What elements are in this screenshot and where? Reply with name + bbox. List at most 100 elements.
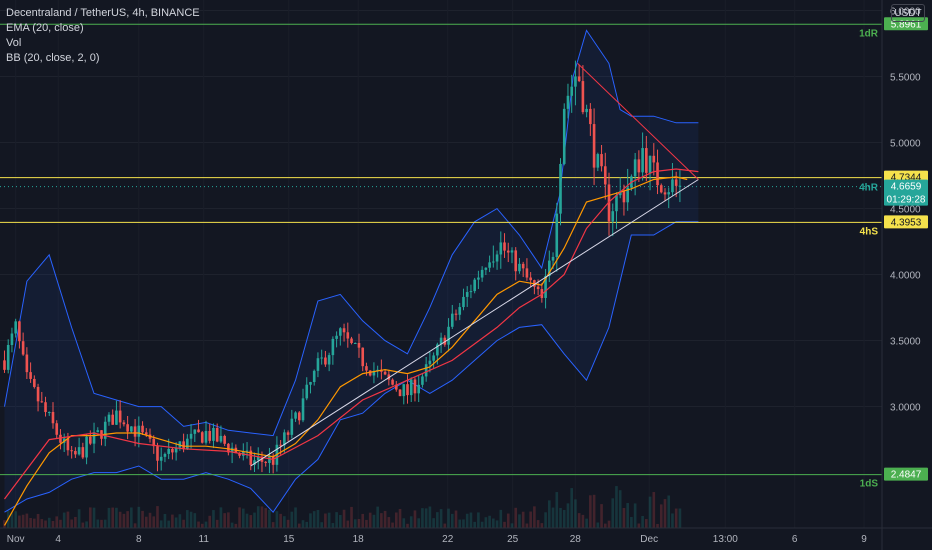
candle-body <box>271 455 275 465</box>
volume-bar <box>603 523 607 528</box>
price-tick-label: 4.0000 <box>890 271 921 282</box>
volume-bar <box>18 515 21 528</box>
candle-body <box>118 410 122 423</box>
volume-bar <box>585 518 588 528</box>
candle-body <box>424 364 428 377</box>
volume-bar <box>398 508 402 528</box>
volume-bar <box>130 507 133 528</box>
volume-bar <box>413 510 417 528</box>
candle-body <box>592 124 596 168</box>
candle-body <box>465 292 469 297</box>
volume-bar <box>316 510 320 528</box>
volume-bar <box>137 506 141 528</box>
candle-body <box>193 429 197 434</box>
volume-bar <box>473 521 476 528</box>
price-axis[interactable]: 6.0000 5.5000 5.0000 4.5000 4.0000 3.5000 3.00… <box>881 0 932 550</box>
candle-body <box>130 426 133 432</box>
candle-body <box>316 358 320 371</box>
candle-body <box>395 384 398 390</box>
candle-body <box>36 386 40 402</box>
volume-bar <box>152 516 156 528</box>
volume-bar <box>103 519 107 528</box>
symbol-title[interactable]: Decentraland / TetherUS, 4h, BINANCE <box>6 7 200 19</box>
volume-bar <box>40 519 44 528</box>
volume-bar <box>335 512 338 528</box>
time-axis[interactable]: Nov 4 8 11 15 18 22 25 28 Dec 13:00 6 9 <box>0 527 932 545</box>
candle-body <box>204 430 208 443</box>
volume-bar <box>133 523 137 528</box>
candle-body <box>89 436 92 444</box>
candle-body <box>171 448 174 453</box>
volume-bar <box>548 500 551 528</box>
volume-bar <box>118 511 122 528</box>
candle-body <box>339 328 342 336</box>
volume-bar <box>536 520 540 528</box>
candle-body <box>510 250 514 253</box>
volume-bar <box>339 514 342 528</box>
candle-body <box>626 187 629 203</box>
level-label: 1dR <box>859 28 879 39</box>
volume-bar <box>62 512 66 528</box>
volume-bar <box>667 495 671 528</box>
volume-bar <box>96 519 100 528</box>
candle-body <box>458 307 462 315</box>
candle-body <box>197 429 200 433</box>
candle-body <box>74 450 77 455</box>
currency-button[interactable]: USDT <box>891 4 925 22</box>
candle-body <box>559 163 562 214</box>
candle-body <box>603 166 607 185</box>
horizontal-levels[interactable]: 1dR 4hR 4hS 1dS <box>0 23 882 490</box>
candle-body <box>331 338 335 356</box>
volume-bar <box>525 523 529 528</box>
candle-body <box>659 185 663 193</box>
candle-body <box>342 328 346 333</box>
volume-bar <box>674 508 678 528</box>
volume-bar <box>439 509 443 528</box>
volume-bar <box>305 521 309 528</box>
volume-bar <box>245 513 249 528</box>
candle-body <box>544 275 547 298</box>
volume-bar <box>10 512 14 528</box>
countdown-text: 01:29:28 <box>887 195 926 206</box>
volume-bar <box>581 514 585 528</box>
volume-bar <box>297 523 301 528</box>
trendlines[interactable] <box>250 63 699 467</box>
volume-bar <box>320 522 323 528</box>
volume-bar <box>85 521 88 528</box>
volume-bar <box>159 520 163 528</box>
volume-bar <box>443 523 447 528</box>
volume-bar <box>372 514 376 528</box>
bollinger-band-fill <box>4 30 699 513</box>
vol-legend[interactable]: Vol <box>6 37 22 49</box>
bb-legend[interactable]: BB (20, close, 2, 0) <box>6 52 100 64</box>
candle-body <box>286 432 290 435</box>
price-badge <box>884 17 928 31</box>
candle-body <box>324 357 327 365</box>
volume-bar <box>544 512 547 528</box>
ema-legend[interactable]: EMA (20, close) <box>6 22 84 34</box>
candle-body <box>182 441 185 450</box>
volume-bar <box>432 518 435 528</box>
volume-bar <box>47 517 51 528</box>
volume-bar <box>100 519 103 528</box>
candle-body <box>238 453 241 456</box>
volume-bar <box>171 514 174 528</box>
candle-body <box>622 191 626 203</box>
volume-bar <box>562 509 566 528</box>
candle-body <box>514 250 518 272</box>
volume-bar <box>186 510 189 528</box>
candle-body <box>495 254 499 262</box>
candle-body <box>219 435 223 442</box>
candle-body <box>283 432 286 446</box>
volume-bar <box>607 520 611 528</box>
candle-body <box>92 432 96 444</box>
candle-body <box>163 453 167 457</box>
candle-body <box>678 185 682 187</box>
candle-body <box>450 313 454 327</box>
volume-bar <box>365 519 368 528</box>
candle-body <box>81 447 85 458</box>
volume-bar <box>144 516 148 528</box>
volume-bar <box>577 513 581 528</box>
volume-bar <box>458 519 462 528</box>
